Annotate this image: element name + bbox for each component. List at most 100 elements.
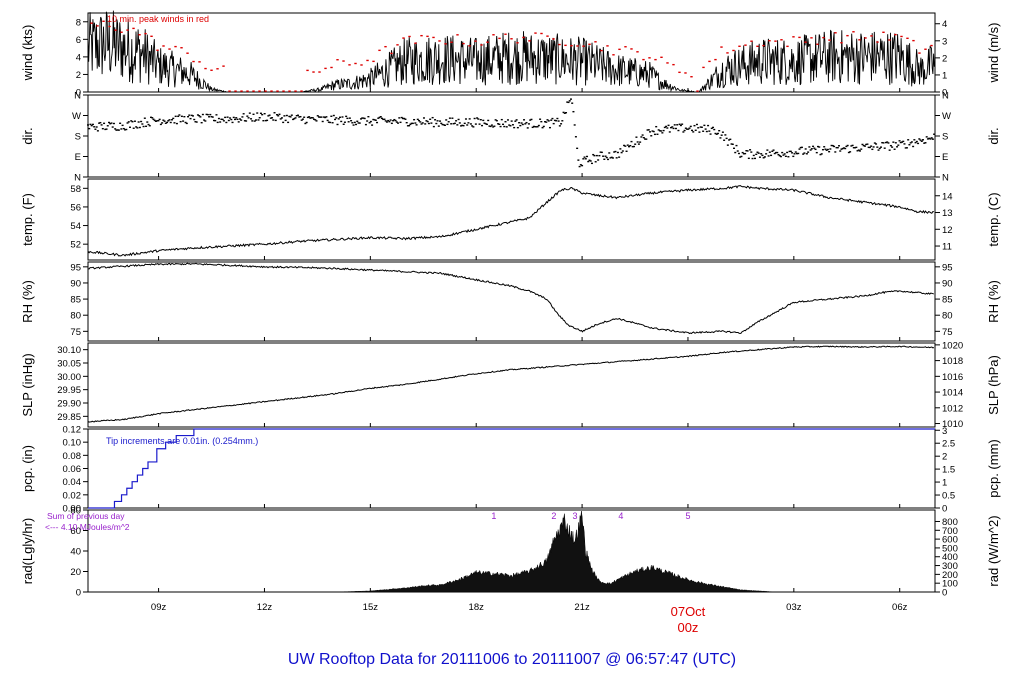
xtick-label: 18z xyxy=(469,602,485,613)
dir-point xyxy=(305,121,308,124)
dir-point xyxy=(902,140,905,143)
dir-point xyxy=(230,118,233,121)
ytick-left-label: 0.10 xyxy=(63,438,82,449)
dir-point xyxy=(301,118,304,120)
dir-point xyxy=(765,153,768,155)
rad-marker: 5 xyxy=(685,511,690,521)
dir-point xyxy=(684,127,687,129)
dir-point xyxy=(700,126,703,128)
dir-point xyxy=(460,125,463,127)
dir-point xyxy=(199,116,202,118)
dir-point xyxy=(419,121,422,123)
dir-point xyxy=(929,138,932,140)
dir-point xyxy=(274,119,277,122)
dir-point xyxy=(284,119,287,122)
dir-point xyxy=(857,149,860,151)
dir-point xyxy=(325,116,328,118)
ytick-left-label: 0.04 xyxy=(63,477,82,488)
dir-point xyxy=(248,112,251,114)
dir-point xyxy=(666,127,669,129)
dir-point xyxy=(541,126,544,129)
ytick-right-label: 90 xyxy=(942,278,953,289)
dir-point xyxy=(268,114,271,116)
dir-point xyxy=(212,119,215,122)
dir-point xyxy=(363,117,366,120)
xtick-label: 12z xyxy=(257,602,273,613)
dir-point xyxy=(532,125,535,128)
ytick-right-label: 1 xyxy=(942,478,947,489)
dir-point xyxy=(498,123,501,125)
dir-point xyxy=(343,121,346,123)
ytick-right-label: 100 xyxy=(942,579,958,590)
dir-point xyxy=(898,140,901,142)
dir-point xyxy=(521,123,524,126)
ytick-right-label: 800 xyxy=(942,517,958,528)
dir-point xyxy=(723,139,726,141)
ylabel-right-rh: RH (%) xyxy=(986,280,1001,323)
dir-point xyxy=(828,150,831,153)
dir-point xyxy=(592,153,595,156)
ylabel-right-temp: temp. (C) xyxy=(986,192,1001,246)
dir-point xyxy=(834,151,837,153)
dir-point xyxy=(749,149,752,151)
dir-point xyxy=(624,145,627,147)
dir-point xyxy=(308,116,311,118)
dir-point xyxy=(241,116,244,118)
dir-point xyxy=(262,120,265,122)
ytick-right-label: 300 xyxy=(942,561,958,572)
dir-point xyxy=(258,117,261,119)
dir-point xyxy=(802,153,805,155)
ytick-left-label: 75 xyxy=(70,327,81,338)
dir-point xyxy=(863,145,866,147)
dir-point xyxy=(271,117,274,119)
dir-point xyxy=(777,153,780,156)
ytick-right-label: 80 xyxy=(942,311,953,322)
dir-point xyxy=(242,113,245,115)
dir-point xyxy=(825,149,828,151)
dir-point xyxy=(850,145,853,147)
dir-point xyxy=(263,112,266,115)
xtick-label: 03z xyxy=(786,602,802,613)
dir-point xyxy=(724,134,727,136)
dir-point xyxy=(503,125,506,128)
dir-point xyxy=(908,144,911,146)
ytick-right-label: 500 xyxy=(942,543,958,554)
dir-point xyxy=(917,142,920,145)
dir-point xyxy=(215,114,218,116)
dir-point xyxy=(278,113,281,116)
dir-point xyxy=(755,153,758,156)
dir-point xyxy=(891,146,894,148)
dir-point xyxy=(366,120,369,122)
dir-point xyxy=(693,124,696,127)
dir-point xyxy=(479,118,482,121)
dir-point xyxy=(350,120,353,122)
dir-point xyxy=(377,117,380,119)
dir-point xyxy=(530,118,533,121)
dir-point xyxy=(398,117,401,119)
dir-point xyxy=(737,152,740,155)
dir-point xyxy=(455,120,458,122)
dir-point xyxy=(752,154,755,157)
rad-marker: 1 xyxy=(491,511,496,521)
ytick-right-label: 400 xyxy=(942,552,958,563)
dir-point xyxy=(137,121,140,123)
dir-point xyxy=(98,122,101,124)
dir-point xyxy=(153,119,156,122)
dir-point xyxy=(414,122,417,124)
dir-point xyxy=(876,146,879,148)
ytick-right-label: 3 xyxy=(942,426,947,437)
dir-point xyxy=(734,151,737,154)
panel-frame-dir xyxy=(87,94,936,178)
dir-point xyxy=(321,120,324,123)
ytick-right-label: 2.5 xyxy=(942,439,955,450)
dir-point xyxy=(861,143,864,146)
dir-point xyxy=(246,115,249,117)
dir-point xyxy=(866,143,869,145)
dir-point xyxy=(379,115,382,118)
dir-point xyxy=(708,130,711,132)
dir-point xyxy=(562,111,565,114)
dir-point xyxy=(332,114,335,117)
dir-point xyxy=(469,123,472,125)
dir-point xyxy=(644,138,647,140)
ytick-right-label: S xyxy=(942,132,948,143)
